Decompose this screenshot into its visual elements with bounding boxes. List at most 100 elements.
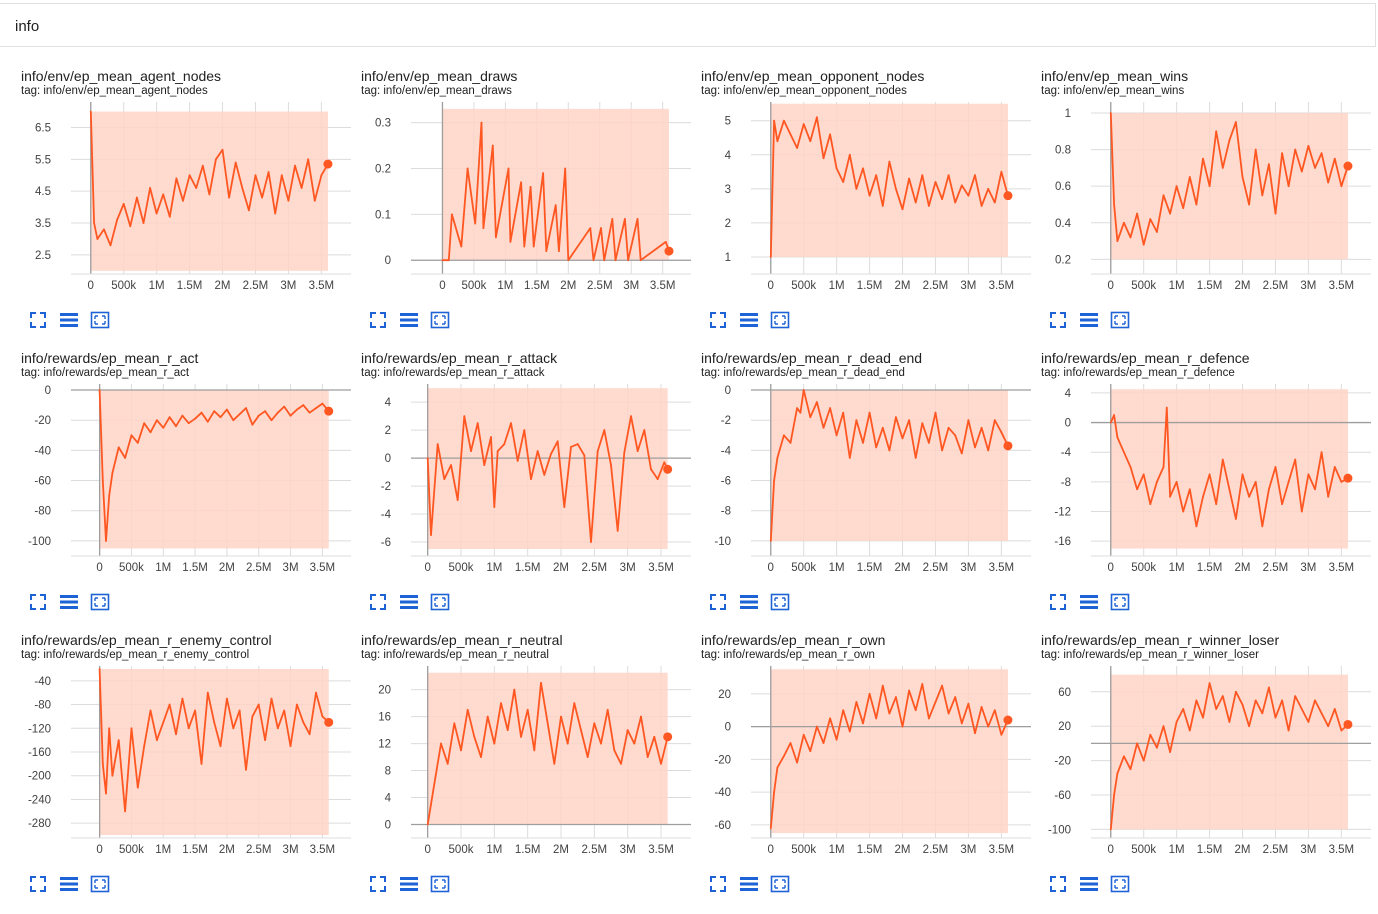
raw-value-band (427, 672, 668, 825)
line-chart[interactable]: 0 500k 1M 1.5M 2M 2.5M 3M 3.5M 0 0.1 0.2 0.3 (361, 98, 701, 304)
fit-domain-button[interactable] (430, 874, 450, 894)
data-point (855, 419, 858, 422)
data-point (313, 199, 316, 202)
list-button[interactable] (399, 874, 419, 894)
data-point (117, 446, 120, 449)
data-point (769, 540, 772, 542)
line-chart[interactable]: 0 500k 1M 1.5M 2M 2.5M 3M 3.5M 0.2 0.4 0.6 0.8 1 (1041, 98, 1378, 304)
fit-domain-button[interactable] (770, 592, 790, 612)
fit-domain-button[interactable] (1110, 310, 1130, 330)
chart-card: info/rewards/ep_mean_r_act tag: info/rewa… (21, 350, 361, 632)
fullscreen-button[interactable] (708, 874, 728, 894)
list-button[interactable] (1079, 310, 1099, 330)
data-point (302, 404, 305, 407)
y-tick-label: 4.5 (35, 186, 51, 198)
line-chart[interactable]: 0 500k 1M 1.5M 2M 2.5M 3M 3.5M 2.5 3.5 4.5 5.5 6.5 (21, 98, 361, 304)
fit-domain-button[interactable] (770, 310, 790, 330)
chart-title: info/rewards/ep_mean_r_neutral (361, 632, 563, 648)
line-chart[interactable]: 0 500k 1M 1.5M 2M 2.5M 3M 3.5M -16 -12 -8 -4 0 4 (1041, 380, 1378, 586)
fullscreen-button[interactable] (1048, 874, 1068, 894)
fullscreen-button[interactable] (368, 874, 388, 894)
x-tick-label: 0 (768, 844, 774, 856)
fullscreen-button[interactable] (28, 874, 48, 894)
fullscreen-button[interactable] (1048, 592, 1068, 612)
fullscreen-button[interactable] (368, 310, 388, 330)
section-header[interactable]: info (0, 3, 1376, 47)
x-tick-label: 2M (895, 280, 911, 292)
fullscreen-icon (710, 876, 726, 892)
fullscreen-button[interactable] (708, 310, 728, 330)
line-chart[interactable]: 0 500k 1M 1.5M 2M 2.5M 3M 3.5M -60 -40 -20 0 20 (701, 662, 1041, 868)
data-point (506, 729, 509, 731)
list-button[interactable] (1079, 874, 1099, 894)
fit-domain-button[interactable] (430, 310, 450, 330)
last-value-dot (1343, 719, 1353, 729)
data-point (1340, 480, 1343, 483)
last-value-dot (324, 406, 334, 416)
fullscreen-button[interactable] (28, 310, 48, 330)
list-button[interactable] (59, 592, 79, 612)
data-point (1300, 708, 1303, 710)
data-point (149, 431, 152, 434)
series-line (769, 683, 1009, 829)
x-tick-label: 1.5M (524, 280, 550, 292)
data-point (554, 204, 557, 207)
line-chart[interactable]: 0 500k 1M 1.5M 2M 2.5M 3M 3.5M 1 2 3 4 5 (701, 98, 1041, 304)
data-point (493, 742, 496, 745)
fit-domain-button[interactable] (770, 874, 790, 894)
fit-domain-button[interactable] (90, 592, 110, 612)
fit-domain-button[interactable] (90, 874, 110, 894)
data-point (1175, 721, 1178, 723)
data-point (162, 193, 165, 196)
fit-domain-button[interactable] (430, 592, 450, 612)
fit-domain-button[interactable] (1110, 592, 1130, 612)
data-point (264, 739, 266, 742)
data-point (630, 415, 632, 418)
line-chart[interactable]: 0 500k 1M 1.5M 2M 2.5M 3M 3.5M -280 -240 -200 -160 -… (21, 662, 361, 868)
data-point (208, 193, 211, 196)
line-chart[interactable]: 0 500k 1M 1.5M 2M 2.5M 3M 3.5M 0 4 8 12 16 20 (361, 662, 701, 868)
x-tick-label: 2.5M (1263, 562, 1289, 574)
last-value-dot (663, 732, 673, 742)
data-point (1307, 473, 1310, 476)
list-button[interactable] (739, 874, 759, 894)
list-button[interactable] (399, 310, 419, 330)
fit-domain-button[interactable] (90, 310, 110, 330)
data-point (1129, 466, 1132, 468)
list-button[interactable] (739, 310, 759, 330)
list-button[interactable] (739, 592, 759, 612)
fullscreen-button[interactable] (28, 592, 48, 612)
fit-domain-button[interactable] (1110, 874, 1130, 894)
fullscreen-button[interactable] (708, 592, 728, 612)
data-point (1228, 721, 1231, 723)
fullscreen-button[interactable] (1048, 310, 1068, 330)
line-chart[interactable]: 0 500k 1M 1.5M 2M 2.5M 3M 3.5M -6 -4 -2 0 2 4 (361, 380, 701, 586)
line-chart[interactable]: 0 500k 1M 1.5M 2M 2.5M 3M 3.5M -10 -8 -6 -4 -2 0 (701, 380, 1041, 586)
data-point (1202, 157, 1204, 160)
line-chart[interactable]: 0 500k 1M 1.5M 2M 2.5M 3M 3.5M -100 -80 -60 -40 -20 0 (21, 380, 361, 586)
data-point (624, 218, 626, 220)
data-point (650, 468, 652, 471)
data-point (1136, 488, 1139, 491)
x-tick-label: 3.5M (1329, 280, 1355, 292)
data-point (967, 194, 970, 197)
list-button[interactable] (59, 874, 79, 894)
data-point (513, 688, 516, 691)
data-point (245, 768, 247, 771)
list-button[interactable] (59, 310, 79, 330)
fullscreen-icon (710, 312, 726, 328)
data-point (1162, 194, 1165, 197)
y-tick-label: -100 (28, 536, 51, 548)
list-button[interactable] (399, 592, 419, 612)
data-point (611, 218, 614, 220)
y-tick-label: 4 (385, 397, 392, 409)
data-point (613, 749, 616, 752)
fullscreen-button[interactable] (368, 592, 388, 612)
line-chart[interactable]: 0 500k 1M 1.5M 2M 2.5M 3M 3.5M -100 -60 -20 20 60 (1041, 662, 1378, 868)
y-tick-label: 0 (385, 453, 391, 465)
list-button[interactable] (1079, 592, 1099, 612)
data-point (194, 709, 196, 712)
data-point (1000, 170, 1003, 173)
data-point (789, 742, 792, 744)
